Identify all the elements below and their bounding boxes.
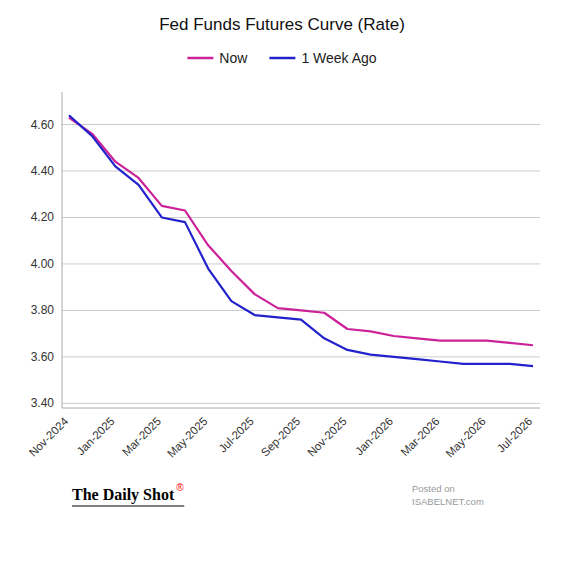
x-tick-label: Sep-2025 bbox=[259, 415, 303, 459]
x-tick-label: Jul-2025 bbox=[216, 415, 256, 455]
series-line bbox=[69, 118, 533, 346]
legend-swatch bbox=[269, 57, 295, 60]
y-tick-label: 4.00 bbox=[31, 257, 55, 271]
annotation: ISABELNET.com bbox=[412, 496, 484, 507]
y-tick-label: 3.60 bbox=[31, 350, 55, 364]
legend-swatch bbox=[187, 57, 213, 60]
grid-line bbox=[62, 124, 540, 125]
series-line bbox=[69, 115, 533, 366]
y-tick-label: 3.40 bbox=[31, 396, 55, 410]
chart: Fed Funds Futures Curve (Rate) 3.40 3.60 3.… bbox=[0, 0, 564, 573]
legend-label: 1 Week Ago bbox=[301, 50, 376, 66]
grid-line bbox=[62, 171, 540, 172]
y-axis-line bbox=[62, 92, 63, 408]
x-tick-label: Mar-2025 bbox=[120, 415, 163, 458]
grid-line bbox=[62, 263, 540, 264]
y-tick-label: 4.20 bbox=[31, 210, 55, 224]
x-tick-label: May-2025 bbox=[165, 415, 210, 460]
lines bbox=[69, 115, 533, 366]
annotation: The Daily Shot bbox=[72, 486, 175, 504]
x-tick-label: Jan-2025 bbox=[74, 415, 116, 457]
legend: Now 1 Week Ago bbox=[187, 50, 376, 66]
annotation: Posted on bbox=[412, 483, 455, 494]
x-tick-label: May-2026 bbox=[443, 415, 488, 460]
x-tick-label: Nov-2024 bbox=[27, 415, 71, 459]
underline bbox=[72, 506, 184, 507]
x-tick-label: Jan-2026 bbox=[353, 415, 395, 457]
y-tick-label: 3.80 bbox=[31, 303, 55, 317]
y-tick-label: 4.40 bbox=[31, 164, 55, 178]
grid-line bbox=[62, 217, 540, 218]
x-tick-label: Jul-2026 bbox=[495, 415, 535, 455]
y-tick-label: 4.60 bbox=[31, 118, 55, 132]
watermark: The Daily Shot® Posted on ISABELNET.com bbox=[72, 482, 484, 507]
title: Fed Funds Futures Curve (Rate) bbox=[159, 15, 405, 34]
legend-label: Now bbox=[219, 50, 248, 66]
x-axis-line bbox=[62, 408, 540, 409]
grid-line bbox=[62, 403, 540, 404]
grid-line bbox=[62, 356, 540, 357]
grid bbox=[62, 125, 540, 404]
annotation: ® bbox=[176, 482, 184, 493]
x-tick-label: Nov-2025 bbox=[305, 415, 349, 459]
x-tick-label: Mar-2026 bbox=[398, 415, 441, 458]
